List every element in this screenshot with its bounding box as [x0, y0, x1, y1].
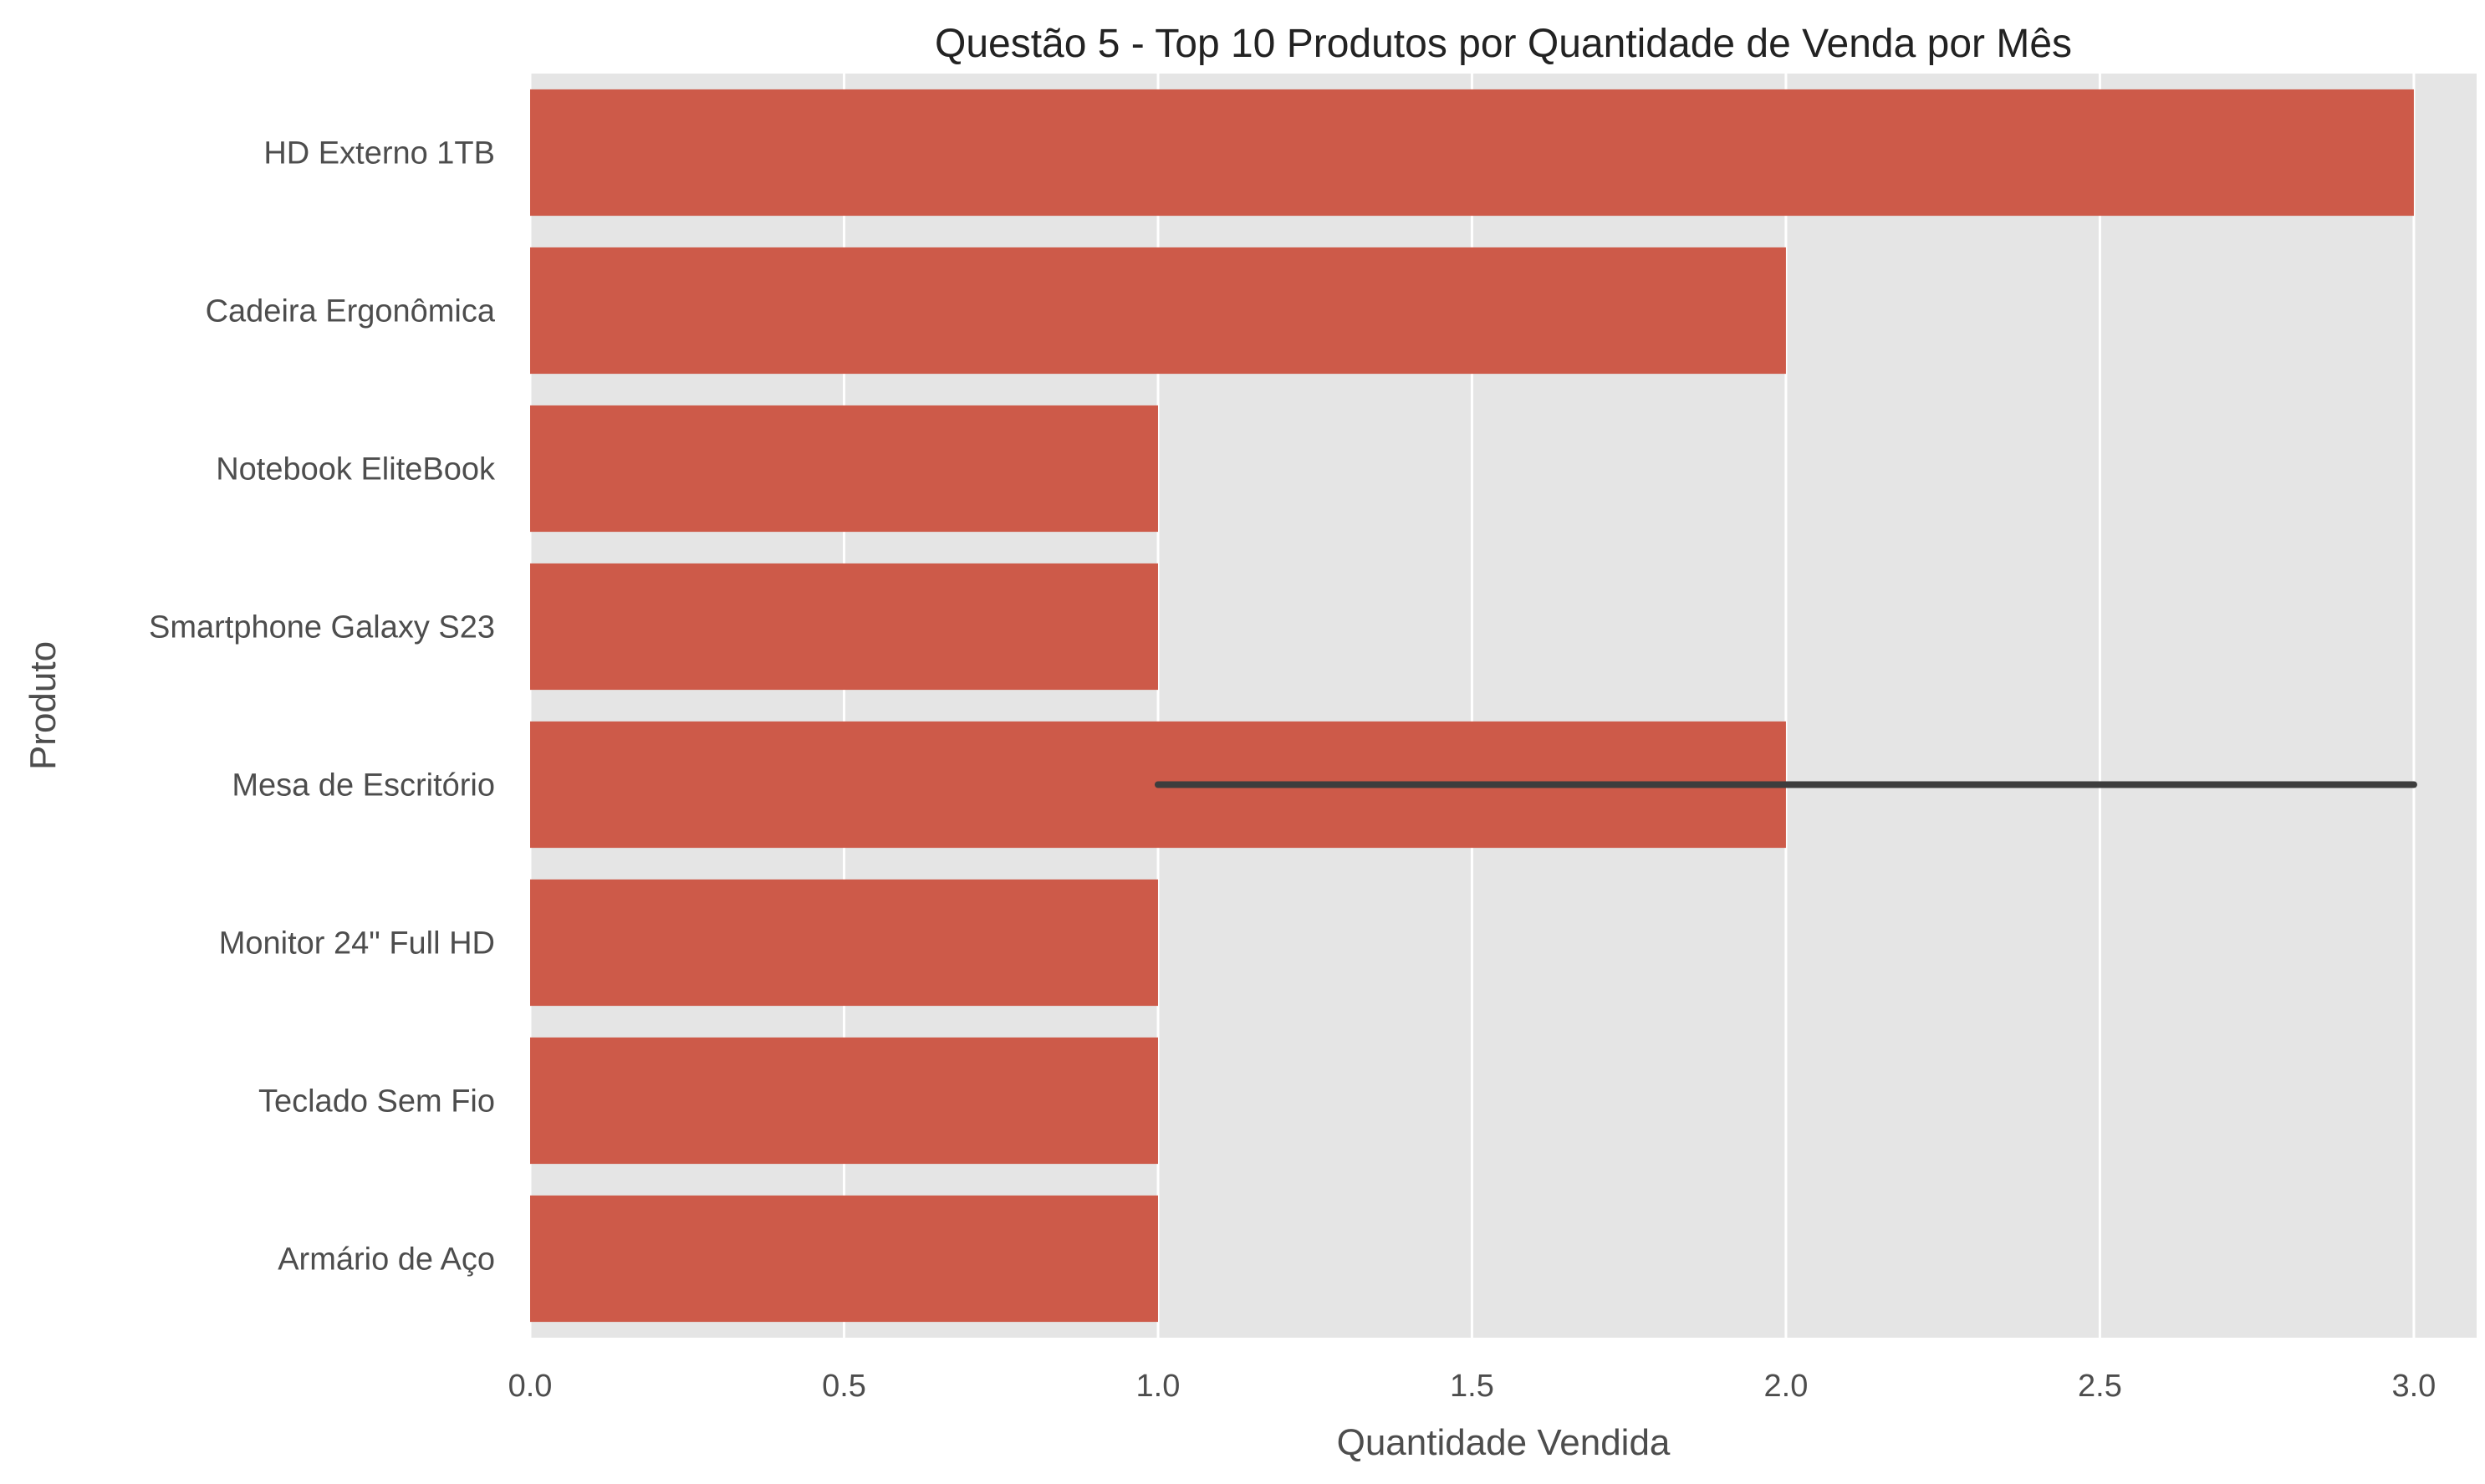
x-tick-label: 3.0: [2391, 1369, 2436, 1404]
y-tick-label: Teclado Sem Fio: [258, 1084, 495, 1119]
y-tick-label: Mesa de Escritório: [232, 768, 495, 803]
y-tick-labels: HD Externo 1TB Cadeira Ergonômica Notebook…: [149, 136, 496, 1277]
y-tick-label: Cadeira Ergonômica: [206, 294, 496, 329]
bar: [530, 879, 1158, 1007]
bar: [530, 563, 1158, 691]
bar: [530, 1195, 1158, 1323]
x-tick-labels: 0.0 0.5 1.0 1.5 2.0 2.5 3.0: [508, 1369, 2437, 1404]
x-tick-label: 2.0: [1764, 1369, 1809, 1404]
y-tick-label: Armário de Aço: [278, 1242, 495, 1277]
x-tick-label: 2.5: [2078, 1369, 2122, 1404]
bar: [530, 89, 2414, 217]
y-axis-label: Produto: [23, 641, 64, 770]
bar: [530, 405, 1158, 533]
x-axis-label: Quantidade Vendida: [1337, 1422, 1671, 1463]
bar: [530, 1037, 1158, 1165]
bar: [530, 247, 1786, 375]
y-tick-label: Notebook EliteBook: [216, 452, 496, 487]
x-tick-label: 1.5: [1450, 1369, 1494, 1404]
y-tick-label: Monitor 24" Full HD: [219, 926, 495, 961]
chart-title: Questão 5 - Top 10 Produtos por Quantida…: [935, 22, 2072, 66]
x-tick-label: 0.0: [508, 1369, 553, 1404]
y-tick-label: Smartphone Galaxy S23: [149, 610, 495, 645]
x-tick-label: 0.5: [822, 1369, 866, 1404]
x-tick-label: 1.0: [1136, 1369, 1181, 1404]
y-tick-label: HD Externo 1TB: [263, 136, 495, 171]
